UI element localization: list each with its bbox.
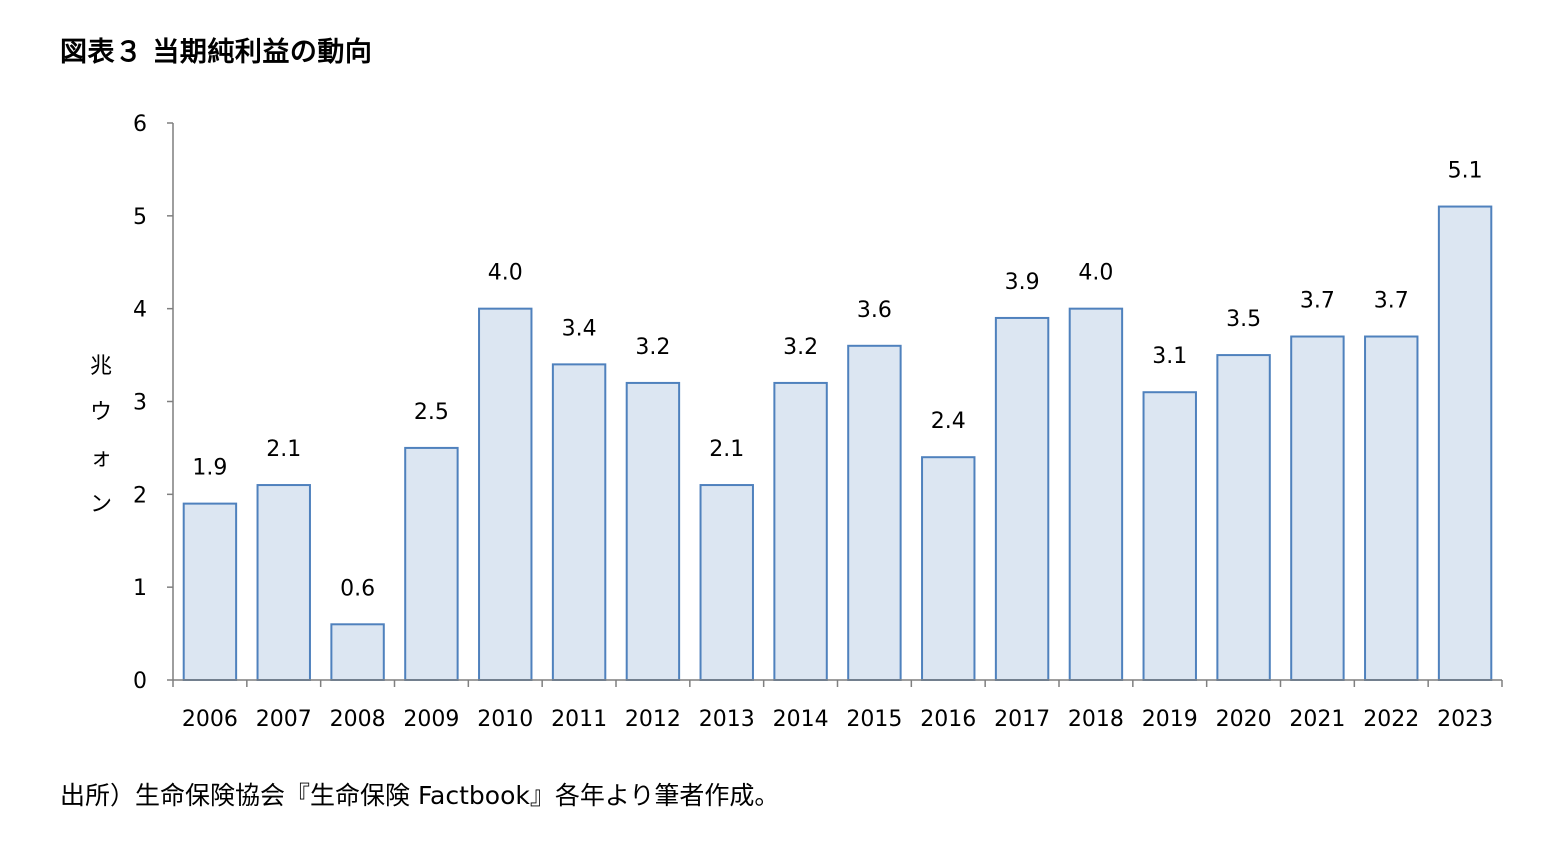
data-label-2023: 5.1 [1448,159,1483,184]
bar-2006 [182,502,238,681]
x-tick-label-2017: 2017 [994,707,1050,732]
bar-2021 [1290,335,1345,681]
data-label-2022: 3.7 [1374,289,1409,314]
x-tick-label-2023: 2023 [1437,707,1493,732]
x-tick-label-2016: 2016 [920,707,976,732]
y-tick-label: 2 [133,483,147,508]
x-tick-label-2011: 2011 [551,707,607,732]
data-label-2013: 2.1 [709,437,744,462]
x-tick-label-2006: 2006 [182,707,238,732]
data-label-2007: 2.1 [266,437,301,462]
bar-2007 [256,484,311,681]
y-axis-label: 兆ウォン [86,344,116,528]
data-label-2015: 3.6 [857,298,892,323]
bar-2008 [330,623,385,681]
y-tick-label: 4 [133,298,147,323]
y-tick-label: 6 [133,112,147,137]
bar-2022 [1364,335,1419,681]
data-label-2021: 3.7 [1300,289,1335,314]
bar-2016 [921,456,976,682]
bar-2015 [847,344,902,681]
x-tick-label-2014: 2014 [773,707,829,732]
data-label-2016: 2.4 [931,409,966,434]
y-axis-label-char: 兆 [89,354,112,379]
y-tick-label: 0 [133,669,147,694]
bar-2009 [404,446,459,681]
data-label-2011: 3.4 [562,316,597,341]
source-note: 出所）生命保険協会『生命保険 Factbook』各年より筆者作成。 [60,781,780,810]
y-tick-label: 1 [133,576,147,601]
data-label-2014: 3.2 [783,335,818,360]
x-tick-label-2007: 2007 [256,707,312,732]
x-tick-label-2013: 2013 [699,707,755,732]
x-tick-label-2015: 2015 [846,707,902,732]
bar-2012 [625,381,681,681]
data-label-2017: 3.9 [1005,270,1040,295]
bar-2023 [1437,205,1493,682]
data-label-2008: 0.6 [340,576,375,601]
data-label-2009: 2.5 [414,400,449,425]
bar-2018 [1068,307,1124,681]
x-tick-label-2020: 2020 [1216,707,1272,732]
bar-2013 [699,484,754,681]
x-tick-label-2012: 2012 [625,707,681,732]
data-label-2018: 4.0 [1078,261,1113,286]
data-label-2019: 3.1 [1152,344,1187,369]
y-axis-label-char: ォ [89,446,112,471]
x-tick-label-2022: 2022 [1363,707,1419,732]
chart-title: 図表３ 当期純利益の動向 [60,37,373,68]
bar-2020 [1216,354,1271,681]
data-label-2020: 3.5 [1226,307,1261,332]
bar-2010 [478,307,533,681]
x-tick-label-2021: 2021 [1289,707,1345,732]
x-tick-label-2010: 2010 [477,707,533,732]
y-axis-label-char: ン [89,492,112,517]
data-label-2010: 4.0 [488,261,523,286]
x-tick-label-2018: 2018 [1068,707,1124,732]
bar-2017 [994,316,1050,681]
bar-2014 [773,381,828,681]
y-tick-label: 5 [133,205,147,230]
x-tick-label-2019: 2019 [1142,707,1198,732]
bar-2011 [551,363,607,681]
data-label-2006: 1.9 [192,456,227,481]
y-axis-label-char: ウ [89,400,112,425]
x-tick-label-2008: 2008 [330,707,386,732]
data-label-2012: 3.2 [635,335,670,360]
bar-2019 [1142,391,1197,681]
x-tick-label-2009: 2009 [403,707,459,732]
y-tick-label: 3 [133,391,147,416]
